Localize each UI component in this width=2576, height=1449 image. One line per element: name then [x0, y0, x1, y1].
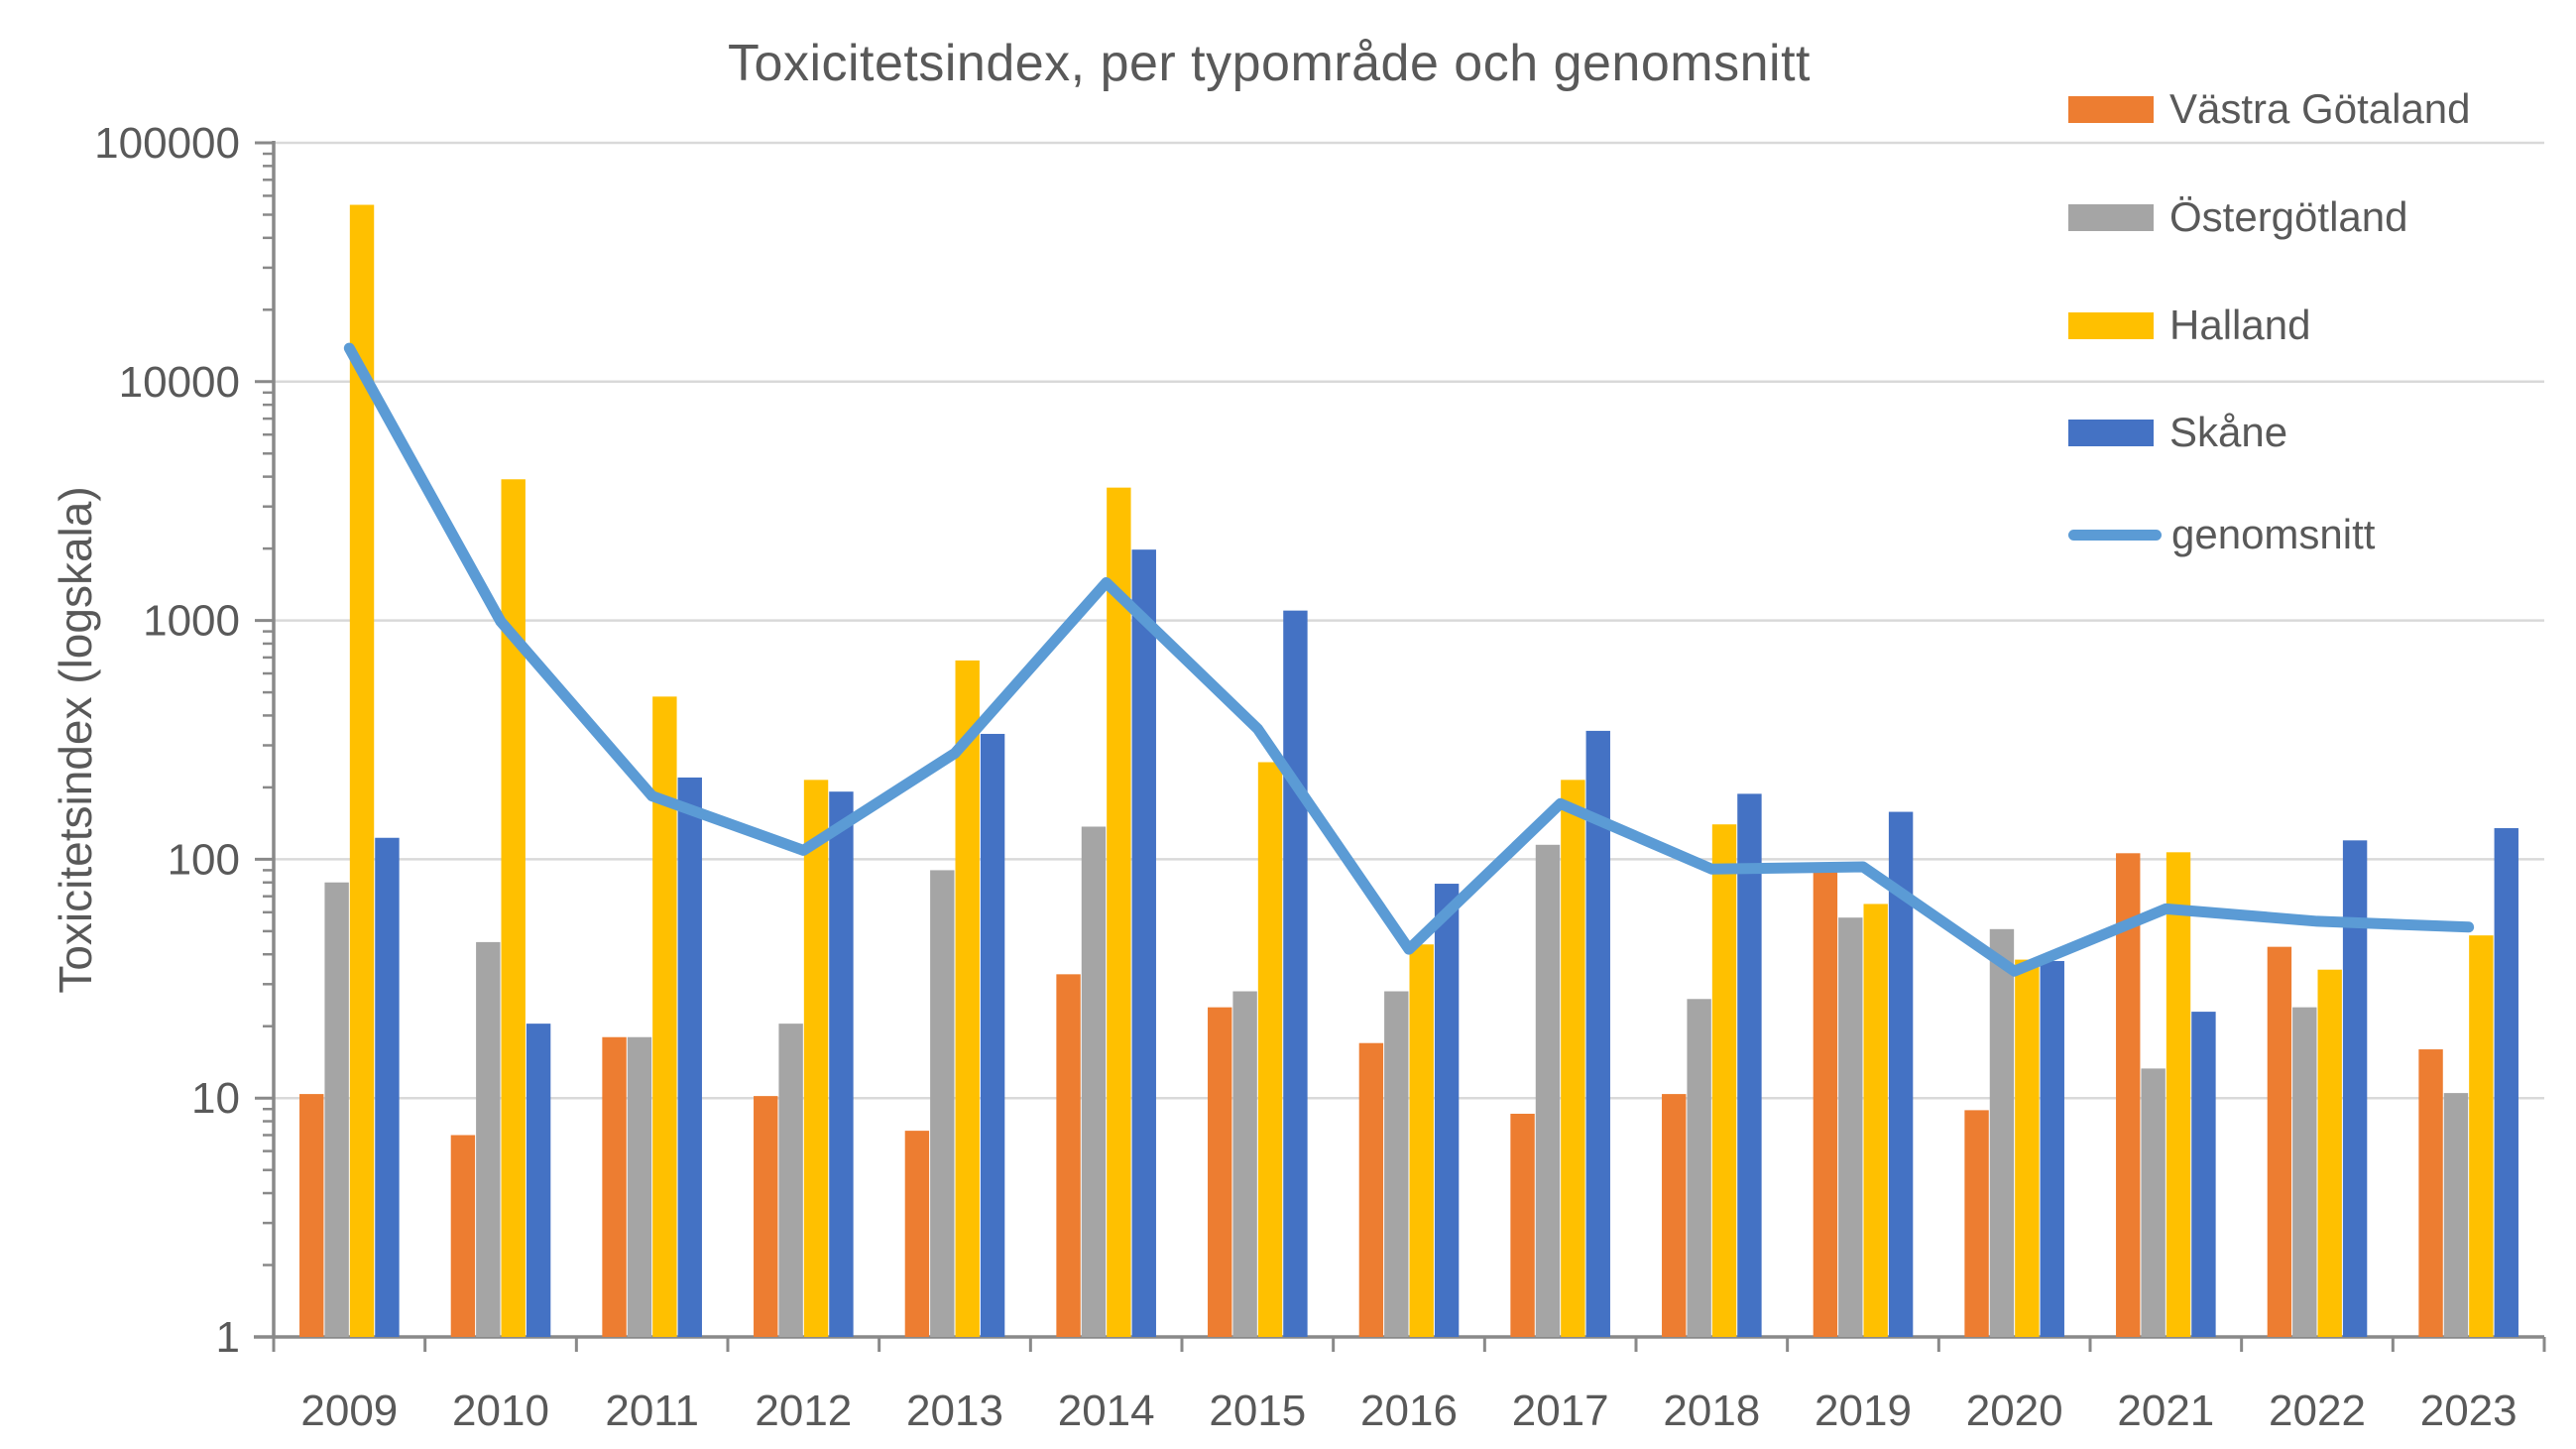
bar-sk-ne-2015: [1283, 610, 1308, 1337]
bar-sk-ne-2020: [2040, 960, 2064, 1337]
x-tick-label-2022: 2022: [2269, 1387, 2366, 1435]
bar--sterg-tland-2015: [1232, 991, 1257, 1337]
x-tick-label-2018: 2018: [1663, 1387, 1760, 1435]
bar-sk-ne-2014: [1131, 549, 1156, 1337]
legend-label-skane: Skåne: [2169, 409, 2288, 455]
legend-item-ostergotland: Östergötland: [2068, 189, 2407, 245]
legend-label-vastra-gotaland: Västra Götaland: [2169, 85, 2471, 132]
legend-swatch-skane: [2068, 419, 2154, 446]
x-tick-label-2013: 2013: [906, 1387, 1003, 1435]
bar--sterg-tland-2020: [1989, 928, 2015, 1337]
bar-v-stra-g-taland-2023: [2418, 1049, 2443, 1337]
bar-v-stra-g-taland-2017: [1510, 1113, 1535, 1337]
bar-v-stra-g-taland-2012: [754, 1096, 778, 1337]
bar-v-stra-g-taland-2016: [1358, 1042, 1384, 1337]
x-tick-label-2009: 2009: [300, 1387, 398, 1435]
x-tick-label-2012: 2012: [755, 1387, 852, 1435]
x-tick-label-2020: 2020: [1966, 1387, 2063, 1435]
bar-halland-2022: [2317, 969, 2342, 1337]
bar--sterg-tland-2017: [1535, 844, 1561, 1337]
bar-sk-ne-2016: [1434, 884, 1460, 1337]
x-tick-label-2011: 2011: [605, 1387, 699, 1435]
bar--sterg-tland-2012: [778, 1024, 803, 1337]
bar-sk-ne-2021: [2191, 1012, 2216, 1337]
bar--sterg-tland-2019: [1838, 917, 1863, 1337]
x-tick-label-2015: 2015: [1209, 1387, 1306, 1435]
bar-halland-2023: [2469, 935, 2494, 1337]
x-tick-label-2014: 2014: [1058, 1387, 1155, 1435]
bar--sterg-tland-2023: [2443, 1093, 2469, 1337]
bar-v-stra-g-taland-2020: [1964, 1110, 1989, 1337]
y-tick-label-1000: 1000: [143, 597, 240, 646]
chart-title: Toxicitetsindex, per typområde och genom…: [728, 35, 1811, 92]
y-tick-label-100: 100: [168, 835, 240, 884]
bar-v-stra-g-taland-2022: [2267, 946, 2292, 1337]
bar--sterg-tland-2018: [1687, 999, 1711, 1337]
bar-halland-2018: [1711, 824, 1737, 1337]
bar-halland-2010: [501, 479, 526, 1338]
bar-sk-ne-2012: [829, 791, 854, 1337]
bar-v-stra-g-taland-2019: [1813, 868, 1838, 1337]
legend-swatch-vastra-gotaland: [2068, 95, 2154, 123]
bar--sterg-tland-2014: [1081, 826, 1107, 1337]
bar-sk-ne-2009: [375, 837, 400, 1337]
x-tick-label-2021: 2021: [2117, 1387, 2214, 1435]
y-tick-label-10000: 10000: [119, 358, 240, 407]
bar-v-stra-g-taland-2013: [904, 1131, 930, 1337]
bar-halland-2015: [1257, 762, 1283, 1337]
bar-sk-ne-2023: [2494, 828, 2518, 1337]
y-tick-label-10: 10: [191, 1074, 240, 1123]
bar-halland-2021: [2166, 852, 2191, 1337]
bar-halland-2016: [1409, 944, 1434, 1337]
line-genomsnitt: [343, 342, 2475, 977]
bar-v-stra-g-taland-2011: [602, 1036, 627, 1337]
legend-swatch-ostergotland: [2068, 203, 2154, 231]
x-tick-label-2010: 2010: [452, 1387, 549, 1435]
bar--sterg-tland-2010: [476, 941, 501, 1337]
bar-halland-2020: [2015, 959, 2040, 1337]
x-tick-label-2019: 2019: [1815, 1387, 1912, 1435]
bar-v-stra-g-taland-2018: [1662, 1094, 1687, 1337]
legend-label-ostergotland: Östergötland: [2169, 193, 2408, 240]
bar--sterg-tland-2013: [930, 870, 955, 1337]
x-tick-label-2016: 2016: [1360, 1387, 1458, 1435]
bar-sk-ne-2011: [677, 777, 702, 1337]
bar-sk-ne-2013: [980, 733, 1005, 1337]
bar-halland-2014: [1107, 487, 1131, 1338]
bar-sk-ne-2018: [1737, 793, 1762, 1337]
bar-v-stra-g-taland-2010: [450, 1135, 476, 1337]
bar-v-stra-g-taland-2021: [2116, 853, 2141, 1337]
legend-label-halland: Halland: [2169, 302, 2311, 348]
bar--sterg-tland-2011: [627, 1036, 652, 1337]
bar-halland-2013: [955, 660, 980, 1337]
legend-label-genomsnitt: genomsnitt: [2171, 511, 2376, 557]
bar-v-stra-g-taland-2015: [1208, 1007, 1232, 1337]
legend-swatch-halland: [2068, 311, 2154, 339]
bar-halland-2019: [1863, 904, 1888, 1337]
bar-sk-ne-2017: [1585, 730, 1610, 1337]
legend-item-vastra-gotaland: Västra Götaland: [2068, 81, 2471, 137]
y-tick-label-100000: 100000: [94, 119, 240, 168]
legend-item-halland: Halland: [2068, 298, 2310, 353]
x-tick-label-2017: 2017: [1512, 1387, 1609, 1435]
bar-v-stra-g-taland-2014: [1056, 974, 1081, 1337]
bar--sterg-tland-2016: [1384, 991, 1409, 1337]
legend-item-skane: Skåne: [2068, 405, 2287, 460]
bar-sk-ne-2010: [526, 1024, 551, 1337]
bar-halland-2017: [1561, 780, 1585, 1337]
bar-halland-2012: [803, 780, 829, 1337]
bar--sterg-tland-2022: [2292, 1007, 2317, 1337]
bar--sterg-tland-2009: [324, 882, 349, 1337]
x-tick-label-2023: 2023: [2420, 1387, 2517, 1435]
legend-swatch-genomsnitt-line: [2068, 529, 2162, 541]
y-tick-label-1: 1: [216, 1313, 240, 1362]
bar-v-stra-g-taland-2009: [299, 1094, 324, 1337]
bar--sterg-tland-2021: [2141, 1068, 2166, 1337]
bar-sk-ne-2022: [2342, 840, 2368, 1337]
legend-item-genomsnitt: genomsnitt: [2068, 507, 2375, 562]
